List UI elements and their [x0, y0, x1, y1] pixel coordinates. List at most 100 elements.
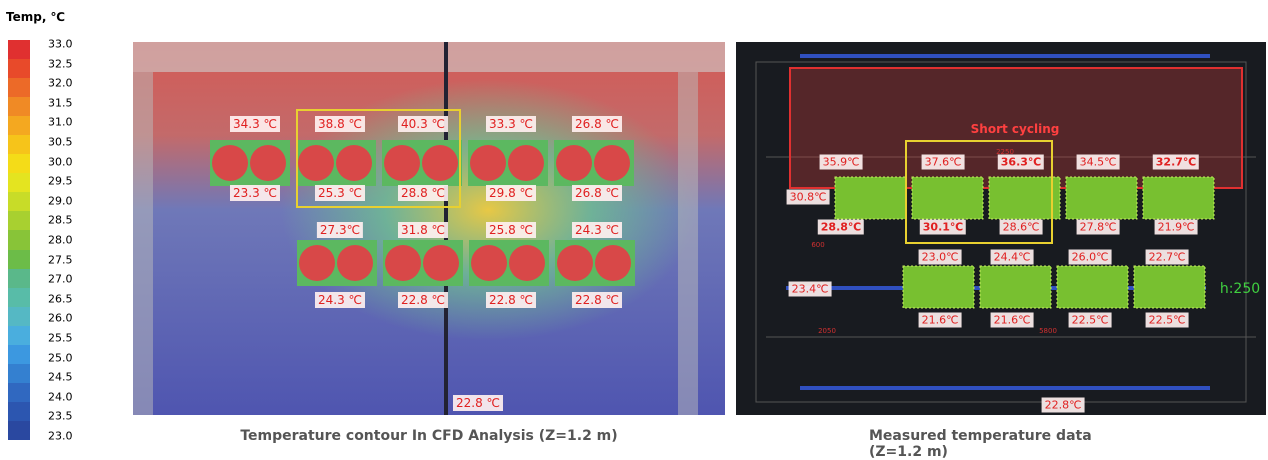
unit — [911, 176, 984, 220]
label: 22.8 ℃ — [397, 292, 449, 308]
label: 28.8℃ — [817, 219, 865, 235]
label: 26.0℃ — [1068, 249, 1112, 265]
label: 23.0 — [48, 429, 73, 443]
swatch — [8, 116, 30, 136]
unit — [422, 145, 458, 181]
label: 21.6℃ — [990, 312, 1034, 328]
label: 37.6℃ — [921, 154, 965, 170]
label: 33.3 ℃ — [485, 116, 537, 132]
label: 24.3 ℃ — [571, 222, 623, 238]
swatch — [8, 154, 30, 174]
swatch — [8, 401, 30, 421]
label: 30.5 — [48, 135, 73, 149]
label: 22.8 ℃ — [485, 292, 537, 308]
label: 29.5 — [48, 174, 73, 188]
unit — [508, 145, 544, 181]
swatch — [8, 382, 30, 402]
unit — [902, 265, 975, 309]
label: 23.3 ℃ — [229, 185, 281, 201]
caption: Measured temperature data (Z=1.2 m) — [869, 428, 1092, 460]
swatch — [8, 173, 30, 193]
label: 31.0 — [48, 115, 73, 129]
unit — [509, 245, 545, 281]
label: 22.8℃ — [1041, 397, 1085, 413]
unit — [556, 145, 592, 181]
unit — [299, 245, 335, 281]
unit — [212, 145, 248, 181]
unit — [1056, 265, 1129, 309]
label: 21.9℃ — [1154, 219, 1198, 235]
label: 25.3 ℃ — [314, 185, 366, 201]
label: 24.3 ℃ — [314, 292, 366, 308]
swatch — [8, 249, 30, 269]
label: 27.3℃ — [316, 222, 364, 238]
label: 2250 — [996, 148, 1014, 156]
swatch — [8, 211, 30, 231]
swatch — [8, 344, 30, 364]
unit — [834, 176, 907, 220]
swatch — [8, 135, 30, 155]
label: 26.8 ℃ — [571, 116, 623, 132]
label: 32.5 — [48, 57, 73, 71]
label: 27.0 — [48, 272, 73, 286]
label: 27.5 — [48, 253, 73, 267]
unit — [423, 245, 459, 281]
label: 26.5 — [48, 292, 73, 306]
label: 32.0 — [48, 76, 73, 90]
label: 22.5℃ — [1145, 312, 1189, 328]
label: 40.3 ℃ — [397, 116, 449, 132]
unit — [988, 176, 1061, 220]
unit — [1142, 176, 1215, 220]
swatch — [8, 192, 30, 212]
label: 27.8℃ — [1076, 219, 1120, 235]
swatch — [8, 363, 30, 383]
unit — [979, 265, 1052, 309]
unit — [298, 145, 334, 181]
label: 31.5 — [48, 96, 73, 110]
unit — [337, 245, 373, 281]
label: 34.3 ℃ — [229, 116, 281, 132]
label: 28.5 — [48, 213, 73, 227]
label: 26.0 — [48, 311, 73, 325]
label: 23.0℃ — [918, 249, 962, 265]
label: 21.6℃ — [918, 312, 962, 328]
label: 31.8 ℃ — [397, 222, 449, 238]
label: 28.0 — [48, 233, 73, 247]
label: 23.5 — [48, 409, 73, 423]
label: 38.8 ℃ — [314, 116, 366, 132]
legend-title: Temp, ℃ — [6, 10, 66, 24]
unit — [384, 145, 420, 181]
label: 28.8 ℃ — [397, 185, 449, 201]
swatch — [8, 306, 30, 326]
color-bar — [8, 40, 30, 440]
label: 34.5℃ — [1076, 154, 1120, 170]
unit — [470, 145, 506, 181]
label: 29.8 ℃ — [485, 185, 537, 201]
label: 25.8 ℃ — [485, 222, 537, 238]
label: 33.0 — [48, 37, 73, 51]
label: 22.5℃ — [1068, 312, 1112, 328]
annotation: Short cycling — [970, 122, 1060, 136]
unit — [336, 145, 372, 181]
label: 26.8 ℃ — [571, 185, 623, 201]
unit — [595, 245, 631, 281]
label: 24.0 — [48, 390, 73, 404]
swatch — [8, 97, 30, 117]
label: 22.8 ℃ — [571, 292, 623, 308]
label: 36.3℃ — [997, 154, 1045, 170]
unit — [250, 145, 286, 181]
label: 22.8 ℃ — [452, 395, 504, 411]
label: 24.5 — [48, 370, 73, 384]
label: 32.7℃ — [1152, 154, 1200, 170]
unit — [1065, 176, 1138, 220]
swatch — [8, 78, 30, 98]
swatch — [8, 325, 30, 345]
unit — [557, 245, 593, 281]
unit — [1133, 265, 1206, 309]
label: 30.8℃ — [786, 189, 830, 205]
label: 28.6℃ — [999, 219, 1043, 235]
label: 35.9℃ — [819, 154, 863, 170]
label: 25.5 — [48, 331, 73, 345]
swatch — [8, 287, 30, 307]
